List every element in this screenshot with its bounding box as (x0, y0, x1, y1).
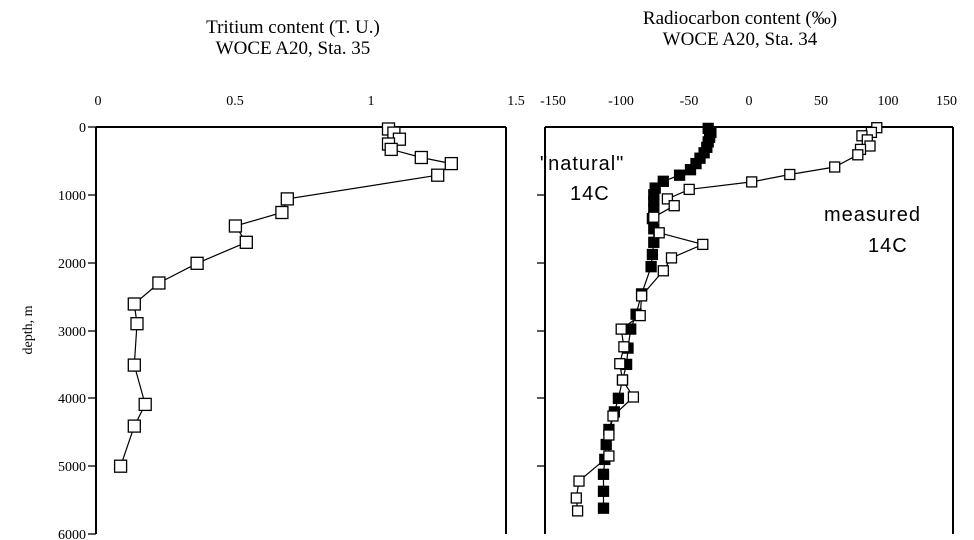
radiocarbon-x-tick-4: 50 (814, 94, 828, 109)
tritium-y-tick-5: 5000 (58, 460, 86, 475)
open-square-point (239, 235, 253, 249)
filled-square-point (625, 323, 637, 335)
tritium-y-tick-2: 2000 (58, 257, 86, 272)
open-square-point (852, 149, 864, 161)
open-square-point (113, 459, 128, 473)
open-square-point (127, 419, 141, 433)
tritium-x-tick-2: 1 (368, 94, 375, 109)
radiocarbon-x-tick-6: 150 (936, 94, 957, 109)
open-square-point (431, 168, 445, 182)
tritium-series (113, 122, 458, 473)
tritium-x-tick-3: 1.5 (507, 94, 525, 109)
open-square-point (634, 309, 646, 322)
open-square-point (275, 205, 289, 220)
tritium-y-tick-3: 3000 (58, 325, 86, 340)
tritium-chart: Tritium content (T. U.) WOCE A20, Sta. 3… (21, 17, 525, 540)
open-square-point (618, 341, 630, 353)
filled-square-point (646, 248, 659, 261)
radiocarbon-y-tick-marks (537, 194, 545, 467)
open-square-point (190, 256, 204, 270)
open-square-point (571, 505, 584, 517)
open-square-point (615, 323, 627, 335)
open-square-point (130, 317, 144, 331)
open-square-point (414, 150, 428, 165)
open-square-point (603, 450, 615, 462)
natural-14c-sublabel: 14C (570, 183, 610, 205)
open-square-point (746, 176, 758, 188)
filled-square-point (673, 169, 686, 181)
tritium-y-tick-6: 6000 (58, 528, 86, 540)
open-square-point (607, 410, 619, 422)
filled-square-point (684, 164, 697, 176)
radiocarbon-x-tick-1: -100 (608, 94, 634, 109)
open-square-point (570, 492, 582, 504)
filled-square-point (597, 468, 610, 480)
open-square-point (616, 374, 629, 386)
open-square-point (683, 183, 695, 196)
open-square-point (665, 252, 678, 264)
series-1-line (575, 127, 878, 511)
radiocarbon-subtitle: WOCE A20, Sta. 34 (663, 29, 818, 50)
radiocarbon-x-tick-3: 0 (746, 94, 753, 109)
open-square-point (444, 156, 458, 171)
open-square-point (829, 161, 841, 173)
filled-square-point (657, 175, 669, 187)
tritium-title: Tritium content (T. U.) (206, 17, 380, 38)
open-square-point (661, 193, 674, 205)
open-square-point (228, 219, 243, 233)
tritium-x-tick-1: 0.5 (226, 94, 244, 109)
open-square-point (668, 200, 680, 212)
tritium-y-tick-1: 1000 (58, 189, 86, 204)
open-square-point (138, 397, 152, 412)
radiocarbon-x-tick-2: -50 (680, 94, 699, 109)
open-square-point (627, 391, 640, 403)
measured-14c-sublabel: 14C (868, 235, 908, 257)
series-0-line (120, 128, 453, 467)
tritium-y-tick-0: 0 (79, 121, 86, 136)
open-square-point (152, 276, 166, 290)
filled-square-point (648, 236, 660, 248)
open-square-point (784, 168, 796, 181)
filled-square-point (597, 502, 610, 514)
open-square-point (127, 358, 141, 372)
open-square-point (573, 475, 585, 487)
open-square-point (648, 211, 660, 223)
measured-14c-label: measured (824, 204, 921, 226)
open-square-point (635, 290, 648, 302)
filled-square-point (600, 438, 612, 451)
open-square-point (864, 140, 876, 152)
open-square-point (697, 238, 709, 251)
open-square-point (603, 429, 615, 441)
filled-square-point (645, 261, 657, 273)
open-square-point (127, 297, 141, 311)
tritium-x-tick-0: 0 (95, 94, 102, 109)
tritium-subtitle: WOCE A20, Sta. 35 (216, 38, 371, 59)
filled-square-point (612, 392, 625, 404)
open-square-point (614, 358, 626, 370)
radiocarbon-title: Radiocarbon content (‰) (643, 8, 837, 29)
tritium-y-tick-4: 4000 (58, 392, 86, 407)
depth-axis-label: depth, m (21, 305, 36, 354)
open-square-point (384, 142, 398, 157)
filled-square-point (597, 485, 610, 497)
open-square-point (280, 192, 294, 206)
radiocarbon-series (570, 122, 883, 517)
radiocarbon-x-tick-0: -150 (540, 94, 566, 109)
open-square-point (657, 265, 669, 277)
radiocarbon-chart: Radiocarbon content (‰) WOCE A20, Sta. 3… (537, 8, 957, 534)
tritium-y-tick-marks (88, 126, 96, 535)
natural-14c-label: "natural" (540, 153, 624, 175)
radiocarbon-x-tick-5: 100 (878, 94, 899, 109)
open-square-point (653, 227, 665, 239)
